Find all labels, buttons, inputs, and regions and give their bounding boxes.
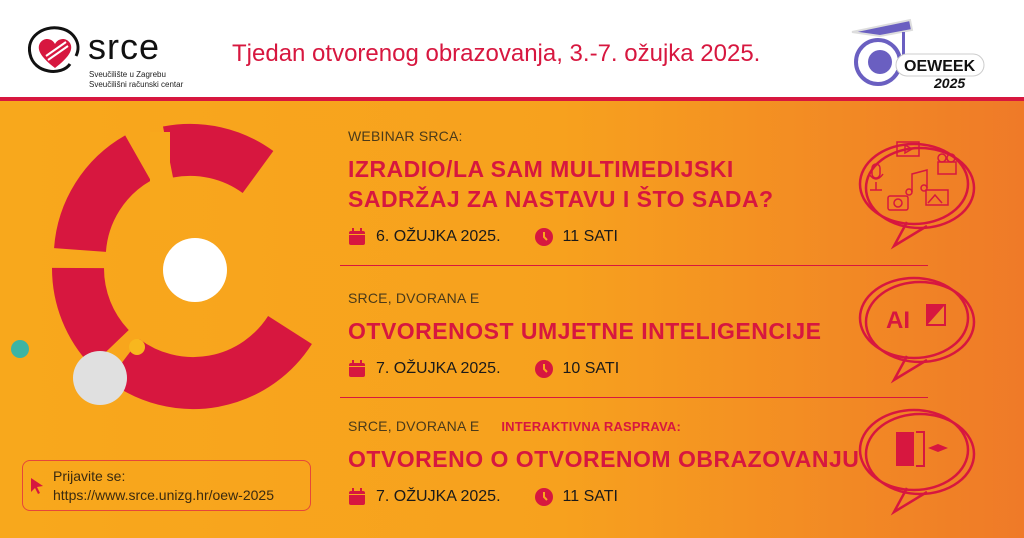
event-highlight: INTERAKTIVNA RASPRAVA: — [501, 419, 682, 434]
page-title: Tjedan otvorenog obrazovanja, 3.-7. ožuj… — [232, 40, 761, 67]
event-meta: 7. OŽUJKA 2025. 11 SATI — [348, 488, 859, 506]
srce-logo-text: srce — [88, 26, 161, 67]
registration-box[interactable]: Prijavite se: https://www.srce.unizg.hr/… — [22, 460, 311, 511]
calendar-icon — [349, 488, 365, 505]
event-2: SRCE, DVORANA E OTVORENOST UMJETNE INTEL… — [348, 290, 822, 378]
oeweek-year: 2025 — [933, 75, 965, 91]
cursor-icon — [31, 478, 43, 494]
calendar-icon — [349, 228, 365, 245]
event-title: IZRADIO/LA SAM MULTIMEDIJSKI SADRŽAJ ZA … — [348, 154, 774, 214]
oeweek-logo: OEWEEK 2025 — [851, 18, 985, 91]
event-divider — [340, 397, 928, 398]
ai-chip-speech-bubble-icon: AI — [858, 276, 976, 384]
banner-body — [0, 101, 1024, 538]
registration-label: Prijavite se: — [53, 468, 126, 484]
event-time: 11 SATI — [562, 488, 618, 505]
event-title: OTVORENOST UMJETNE INTELIGENCIJE — [348, 318, 822, 344]
event-1: WEBINAR SRCA: IZRADIO/LA SAM MULTIMEDIJS… — [348, 128, 774, 246]
clock-icon — [534, 228, 553, 246]
srce-heart-logo-icon — [27, 26, 80, 73]
oeweek-text: OEWEEK — [904, 58, 976, 75]
ai-text: AI — [886, 307, 910, 334]
logo-subtitle-line1: Sveučilište u Zagrebu — [89, 70, 166, 79]
event-date: 7. OŽUJKA 2025. — [376, 488, 501, 505]
event-label: WEBINAR SRCA: — [348, 128, 463, 144]
event-time: 10 SATI — [562, 360, 620, 377]
event-3: SRCE, DVORANA E INTERAKTIVNA RASPRAVA: OT… — [348, 418, 859, 506]
srce-logo-subtitle: Sveučilište u Zagrebu Sveučilišni računs… — [89, 70, 183, 90]
open-door-speech-bubble-icon — [858, 408, 976, 516]
clock-icon — [534, 488, 553, 506]
event-title-line1: IZRADIO/LA SAM MULTIMEDIJSKI — [348, 156, 734, 182]
event-meta: 6. OŽUJKA 2025. 11 SATI — [348, 228, 774, 246]
event-time: 11 SATI — [562, 228, 618, 245]
event-label: SRCE, DVORANA E INTERAKTIVNA RASPRAVA: — [348, 418, 859, 434]
event-date: 6. OŽUJKA 2025. — [376, 228, 501, 245]
clock-icon — [534, 360, 553, 378]
event-location: SRCE, DVORANA E — [348, 418, 480, 434]
header: srce Sveučilište u Zagrebu Sveučilišni r… — [0, 0, 1024, 97]
event-date: 7. OŽUJKA 2025. — [376, 360, 501, 377]
multimedia-speech-bubble-icon — [858, 141, 976, 250]
event-title: OTVORENO O OTVORENOM OBRAZOVANJU — [348, 446, 860, 472]
logo-subtitle-line2: Sveučilišni računski centar — [89, 80, 184, 89]
event-title-line2: SADRŽAJ ZA NASTAVU I ŠTO SADA? — [348, 186, 774, 212]
event-label: SRCE, DVORANA E — [348, 290, 480, 306]
decorative-c-graphic — [11, 123, 312, 410]
header-divider — [0, 97, 1024, 101]
event-meta: 7. OŽUJKA 2025. 10 SATI — [348, 360, 822, 378]
calendar-icon — [349, 360, 365, 377]
registration-link[interactable]: https://www.srce.unizg.hr/oew-2025 — [53, 487, 274, 503]
event-divider — [340, 265, 928, 266]
